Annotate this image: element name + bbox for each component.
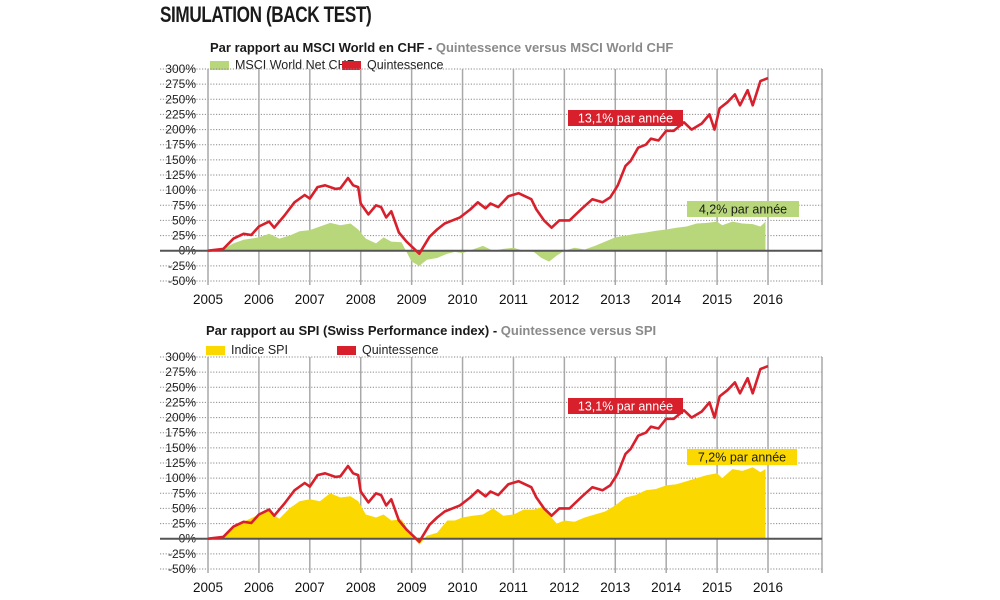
chart1-xtick-label: 2008 — [346, 292, 376, 307]
chart1-xtick-label: 2005 — [193, 292, 223, 307]
chart1-ytick-label: 225% — [165, 107, 196, 121]
chart1-annotation-box — [568, 110, 683, 126]
chart1-ytick-label: -50% — [168, 274, 196, 288]
chart1-ytick-label: 250% — [165, 92, 196, 106]
chart2-legend-spi: Indice SPI — [206, 343, 288, 357]
chart2-ytick-label: 125% — [165, 456, 196, 470]
chart2-ytick-label: 50% — [172, 501, 196, 515]
chart1-xtick-label: 2007 — [295, 292, 325, 307]
chart1-ytick-label: 100% — [165, 183, 196, 197]
chart2-subtitle-bold: Par rapport au SPI (Swiss Performance in… — [206, 323, 501, 338]
chart1-annotation-label: 4,2% par année — [699, 203, 787, 217]
chart1-line-quintessence — [207, 76, 769, 255]
chart2-annotation-label: 13,1% par année — [578, 400, 673, 414]
chart2-xtick-label: 2013 — [600, 580, 630, 595]
chart2-legend-quintessence: Quintessence — [337, 343, 438, 357]
chart2-ytick-label: 250% — [165, 380, 196, 394]
chart2-xtick-label: 2016 — [753, 580, 783, 595]
chart1-xtick-label: 2015 — [702, 292, 732, 307]
chart2-xtick-label: 2011 — [499, 580, 528, 595]
chart1-xtick-label: 2010 — [448, 292, 478, 307]
chart1-ytick-label: 125% — [165, 168, 196, 182]
chart2-xtick-label: 2015 — [702, 580, 732, 595]
chart1-subtitle: Par rapport au MSCI World en CHF - Quint… — [210, 40, 673, 55]
chart1-xtick-label: 2013 — [600, 292, 630, 307]
chart1-legend-msci: MSCI World Net CHF — [210, 58, 354, 72]
chart2-ytick-label: 175% — [165, 426, 196, 440]
chart1-xtick-label: 2009 — [397, 292, 427, 307]
chart1-subtitle-bold: Par rapport au MSCI World en CHF - — [210, 40, 436, 55]
chart2-subtitle-gray: Quintessence versus SPI — [500, 323, 657, 338]
chart1-ytick-label: 75% — [172, 198, 196, 212]
chart2-area-indice-spi — [208, 467, 766, 545]
chart1-ytick-label: 150% — [165, 153, 196, 167]
chart1-ytick-label: 25% — [172, 229, 196, 243]
chart2-subtitle: Par rapport au SPI (Swiss Performance in… — [206, 323, 656, 338]
chart1-xtick-label: 2012 — [549, 292, 579, 307]
chart1-xtick-label: 2016 — [753, 292, 783, 307]
chart2-ytick-label: 75% — [172, 486, 196, 500]
chart2-xtick-label: 2007 — [295, 580, 325, 595]
chart1-annotation-box — [687, 201, 799, 217]
chart2-annotation-box — [687, 449, 797, 465]
chart2-xtick-label: 2006 — [244, 580, 274, 595]
chart1-ytick-label: 200% — [165, 123, 196, 137]
chart2-ytick-label: 25% — [172, 517, 196, 531]
chart1-xtick-label: 2011 — [499, 292, 528, 307]
chart2-xtick-label: 2012 — [549, 580, 579, 595]
chart2-ytick-label: 100% — [165, 471, 196, 485]
chart2-annotation-box — [568, 398, 683, 414]
chart1-xtick-label: 2014 — [651, 292, 682, 307]
chart2-line-quintessence — [207, 364, 769, 544]
chart1-ytick-label: 300% — [165, 62, 196, 76]
legend-swatch-msci — [210, 60, 229, 70]
chart1-ytick-label: 175% — [165, 138, 196, 152]
chart2-xtick-label: 2005 — [193, 580, 223, 595]
legend-label-quintessence-2: Quintessence — [362, 343, 439, 357]
legend-swatch-spi — [206, 345, 225, 355]
chart2-xtick-label: 2008 — [346, 580, 376, 595]
chart1-ytick-label: 275% — [165, 77, 196, 91]
chart1-ytick-label: -25% — [168, 259, 196, 273]
legend-swatch-quintessence — [342, 60, 361, 70]
chart2-ytick-label: 300% — [165, 350, 196, 364]
legend-swatch-quintessence-2 — [337, 345, 356, 355]
chart2-xtick-label: 2009 — [397, 580, 427, 595]
chart2-ytick-label: -50% — [168, 562, 196, 576]
chart1-annotation-label: 13,1% par année — [578, 112, 673, 126]
chart2-ytick-label: 225% — [165, 395, 196, 409]
chart1-area-msci-world-net-chf — [208, 221, 766, 266]
chart2-xtick-label: 2010 — [448, 580, 478, 595]
chart2-ytick-label: -25% — [168, 547, 196, 561]
chart1-xtick-label: 2006 — [244, 292, 274, 307]
chart1-subtitle-gray: Quintessence versus MSCI World CHF — [435, 40, 674, 55]
chart2-ytick-label: 150% — [165, 441, 196, 455]
chart2-xtick-label: 2014 — [651, 580, 682, 595]
chart2-ytick-label: 275% — [165, 365, 196, 379]
chart2-ytick-label: 200% — [165, 411, 196, 425]
chart1-ytick-label: 50% — [172, 213, 196, 227]
chart2-annotation-label: 7,2% par année — [698, 451, 786, 465]
legend-label-msci: MSCI World Net CHF — [235, 58, 355, 72]
main-title: SIMULATION (BACK TEST) — [160, 2, 372, 27]
legend-label-spi: Indice SPI — [231, 343, 288, 357]
